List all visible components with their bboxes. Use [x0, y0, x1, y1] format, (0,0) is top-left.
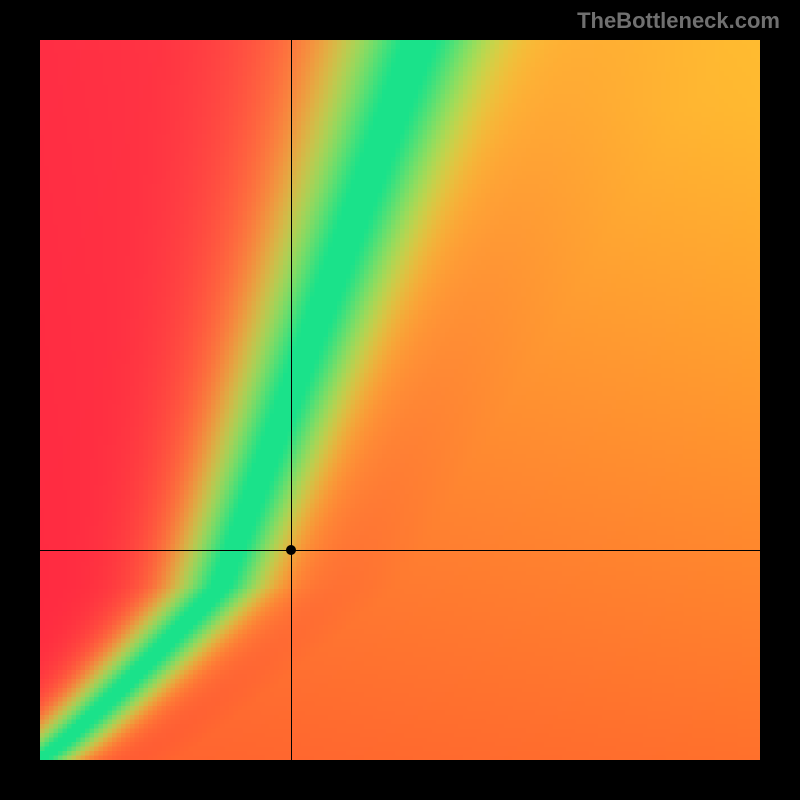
crosshair-vertical — [291, 40, 292, 760]
marker-dot — [286, 545, 296, 555]
bottleneck-heatmap — [40, 40, 760, 760]
watermark-label: TheBottleneck.com — [577, 8, 780, 34]
plot-area — [40, 40, 760, 760]
crosshair-horizontal — [40, 550, 760, 551]
